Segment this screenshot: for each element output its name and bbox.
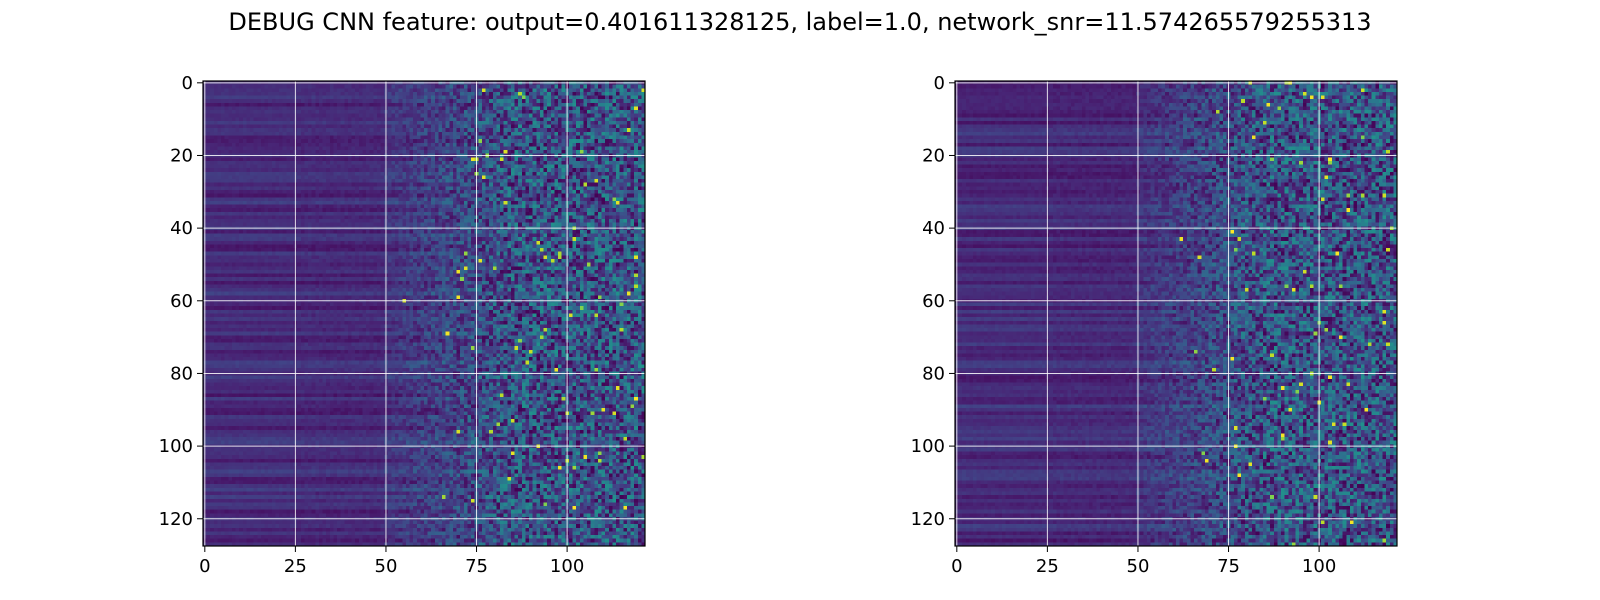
- x-tick-label: 50: [1127, 556, 1150, 577]
- y-tick-label: 40: [922, 218, 945, 239]
- heatmap-panel-2: 0 25 50 75 100 0 20 40 60 80 100 120: [911, 73, 1398, 577]
- chart-title: DEBUG CNN feature: output=0.401611328125…: [228, 8, 1371, 36]
- y-tick-label: 0: [182, 73, 193, 94]
- y-tick-label: 80: [922, 363, 945, 384]
- y-tick-label: 80: [170, 363, 193, 384]
- y-tick-label: 100: [911, 436, 945, 457]
- y-tick-label: 60: [170, 291, 193, 312]
- y-tick-label: 120: [911, 509, 945, 530]
- plot-frame: [202, 80, 646, 547]
- x-tick-label: 25: [284, 556, 307, 577]
- x-tick-label: 100: [550, 556, 584, 577]
- y-tick-label: 20: [922, 145, 945, 166]
- y-tick-label: 60: [922, 291, 945, 312]
- y-tick-label: 120: [159, 509, 193, 530]
- heatmap-image: [955, 81, 1397, 546]
- x-tick-label: 0: [199, 556, 210, 577]
- plot-frame: [954, 80, 1398, 547]
- heatmap-image: [203, 81, 645, 546]
- y-tick-label: 0: [934, 73, 945, 94]
- x-tick-label: 75: [1217, 556, 1240, 577]
- x-tick-label: 75: [465, 556, 488, 577]
- y-tick-label: 100: [159, 436, 193, 457]
- x-tick-label: 100: [1302, 556, 1336, 577]
- x-tick-label: 0: [951, 556, 962, 577]
- y-tick-label: 40: [170, 218, 193, 239]
- panels-layer: 0 25 50 75 100 0 20 40 60 80 100 120 0 25 50 75 100 0 20 40…: [159, 73, 1398, 577]
- x-tick-label: 25: [1036, 556, 1059, 577]
- y-tick-label: 20: [170, 145, 193, 166]
- x-tick-label: 50: [375, 556, 398, 577]
- heatmap-panel-1: 0 25 50 75 100 0 20 40 60 80 100 120: [159, 73, 646, 577]
